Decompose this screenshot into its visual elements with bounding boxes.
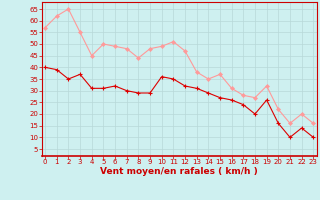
X-axis label: Vent moyen/en rafales ( km/h ): Vent moyen/en rafales ( km/h ) <box>100 167 258 176</box>
